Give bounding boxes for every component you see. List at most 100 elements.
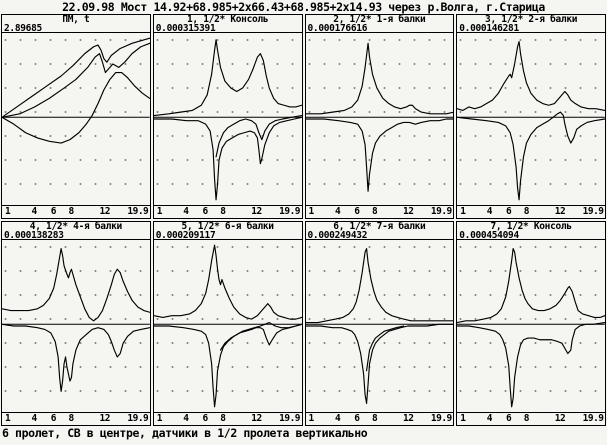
data-curve	[457, 323, 605, 407]
panel-title: 2, 1/2* 1-я балки	[333, 14, 426, 25]
axis-tick: 1	[308, 413, 314, 424]
axis-tick: 12	[99, 206, 111, 217]
panel-title: 3, 1/2* 2-я балки	[485, 14, 578, 25]
chart-panel: ПМ, t 2.89685 1 4 6 8 12 19.9	[1, 14, 151, 219]
x-axis: 1 4 6 8 12 19.9	[456, 206, 606, 219]
axis-tick: 8	[220, 413, 226, 424]
panel-title: 4, 1/2* 4-я балки	[29, 221, 122, 232]
axis-tick: 12	[554, 413, 566, 424]
axis-tick: 4	[183, 206, 189, 217]
x-axis: 1 4 6 8 12 19.9	[152, 206, 303, 219]
axis-tick: 19.9	[430, 206, 452, 217]
axis-tick: 8	[523, 413, 530, 424]
axis-tick: 1	[460, 206, 466, 217]
axis-tick: 8	[68, 413, 74, 424]
panel-title: ПМ, t	[62, 14, 90, 25]
axis-tick: 19.9	[430, 413, 452, 424]
axis-tick: 8	[68, 206, 74, 217]
axis-tick: 8	[523, 206, 530, 217]
chart-canvas	[457, 240, 605, 412]
panel-value: 2.89685	[4, 22, 42, 33]
chart-canvas	[306, 240, 454, 412]
axis-tick: 6	[50, 206, 57, 217]
data-curve	[306, 249, 454, 323]
panel-value: 0.000138283	[4, 229, 64, 240]
axis-tick: 4	[335, 206, 341, 217]
axis-tick: 6	[202, 413, 209, 424]
axis-tick: 4	[31, 206, 38, 217]
data-curve	[457, 249, 605, 323]
x-axis: 1 4 6 8 12 19.9	[304, 206, 455, 219]
chart-panel: 1, 1/2* Консоль 0.000315391 1 4 6 8 12 19.9	[152, 14, 303, 219]
panel-header: 5, 1/2* 6-я балки 0.000209117	[152, 221, 303, 240]
panel-value: 0.000176616	[307, 22, 368, 33]
data-curve	[2, 324, 150, 391]
data-curve	[306, 43, 454, 114]
panel-value: 0.000315391	[155, 22, 216, 33]
data-curve	[154, 117, 302, 200]
chart-canvas	[154, 33, 302, 205]
chart-panel: 5, 1/2* 6-я балки 0.000209117 1 4 6 8 12 19.9	[152, 221, 303, 426]
data-curve	[457, 112, 605, 200]
chart-canvas	[2, 33, 150, 205]
panel-header: ПМ, t 2.89685	[1, 14, 151, 33]
data-curve	[366, 326, 403, 371]
data-curve	[2, 249, 150, 321]
panel-header: 3, 1/2* 2-я балки 0.000146281	[456, 14, 606, 33]
axis-tick: 6	[50, 413, 57, 424]
chart-panel: 2, 1/2* 1-я балки 0.000176616 1 4 6 8 12 19.9	[304, 14, 455, 219]
chart-plot	[304, 33, 455, 206]
panel-title: 1, 1/2* Консоль	[186, 14, 269, 25]
panel-header: 7, 1/2* Консоль 0.000454094	[456, 221, 606, 240]
x-axis: 1 4 6 8 12 19.9	[456, 413, 606, 426]
axis-tick: 1	[4, 206, 11, 217]
axis-tick: 12	[403, 206, 414, 217]
panel-value: 0.000249432	[307, 229, 368, 240]
axis-tick: 6	[354, 206, 360, 217]
axis-tick: 8	[371, 413, 378, 424]
data-curve	[2, 38, 150, 117]
data-curve	[220, 323, 301, 351]
axis-tick: 12	[403, 413, 414, 424]
data-curve	[2, 43, 150, 117]
chart-panel: 7, 1/2* Консоль 0.000454094 1 4 6 8 12 19.9	[456, 221, 606, 426]
panel-title: 5, 1/2* 6-я балки	[181, 221, 274, 232]
panel-header: 4, 1/2* 4-я балки 0.000138283	[1, 221, 151, 240]
data-curve	[216, 116, 302, 157]
axis-tick: 4	[486, 206, 493, 217]
chart-canvas	[306, 33, 454, 205]
x-axis: 1 4 6 8 12 19.9	[152, 413, 303, 426]
data-curve	[2, 73, 150, 144]
axis-tick: 1	[4, 413, 11, 424]
chart-plot	[456, 240, 606, 413]
panel-header: 2, 1/2* 1-я балки 0.000176616	[304, 14, 455, 33]
data-curve	[306, 119, 454, 191]
chart-canvas	[2, 240, 150, 412]
panel-title: 6, 1/2* 7-я балки	[333, 221, 426, 232]
axis-tick: 6	[202, 206, 209, 217]
panel-value: 0.000209117	[155, 229, 216, 240]
axis-tick: 1	[460, 413, 466, 424]
axis-tick: 19.9	[279, 206, 301, 217]
chart-panel: 3, 1/2* 2-я балки 0.000146281 1 4 6 8 12 19.9	[456, 14, 606, 219]
axis-tick: 19.9	[127, 206, 149, 217]
footer-caption: 6 пролет, СВ в центре, датчики в 1/2 про…	[2, 426, 368, 440]
data-curve	[154, 40, 302, 116]
axis-tick: 4	[183, 413, 189, 424]
data-curve	[154, 245, 302, 319]
panel-title: 7, 1/2* Консоль	[490, 221, 572, 232]
panel-value: 0.000454094	[459, 229, 519, 240]
axis-tick: 4	[31, 413, 38, 424]
axis-tick: 1	[156, 413, 163, 424]
chart-panel: 4, 1/2* 4-я балки 0.000138283 1 4 6 8 12 19.9	[1, 221, 151, 426]
chart-canvas	[154, 240, 302, 412]
panel-header: 1, 1/2* Консоль 0.000315391	[152, 14, 303, 33]
axis-tick: 8	[220, 206, 226, 217]
data-curve	[306, 324, 454, 403]
axis-tick: 1	[156, 206, 163, 217]
axis-tick: 6	[506, 413, 512, 424]
chart-plot	[152, 240, 303, 413]
x-axis: 1 4 6 8 12 19.9	[304, 413, 455, 426]
chart-plot	[1, 33, 151, 206]
